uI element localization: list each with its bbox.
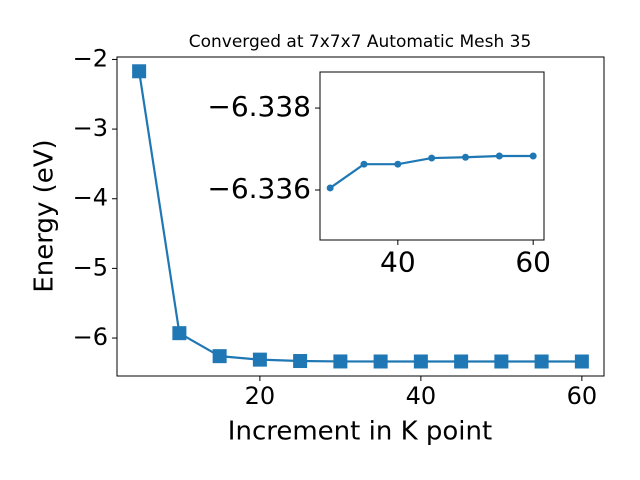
y-tick-label: −4 xyxy=(73,184,108,212)
marker xyxy=(172,326,187,341)
x-axis-label: Increment in K point xyxy=(228,417,492,447)
marker xyxy=(212,349,227,364)
marker xyxy=(360,160,368,168)
y-tick-label: −2 xyxy=(73,44,108,72)
marker xyxy=(534,354,549,369)
marker xyxy=(252,352,267,367)
marker xyxy=(462,153,469,161)
marker xyxy=(333,354,348,369)
y-tick-label: −6 xyxy=(73,323,108,351)
y-tick-label: −3 xyxy=(73,114,108,142)
marker xyxy=(413,354,428,369)
marker xyxy=(494,354,509,369)
marker xyxy=(495,152,503,160)
marker xyxy=(293,354,308,369)
y-axis-label: Energy (eV) xyxy=(30,139,60,292)
y-tick-label: −6.338 xyxy=(207,90,311,123)
marker xyxy=(529,152,537,160)
marker xyxy=(574,354,589,369)
marker xyxy=(373,354,388,369)
marker xyxy=(454,354,469,369)
y-tick-label: −5 xyxy=(73,253,108,281)
marker xyxy=(428,154,436,162)
x-tick-label: 60 xyxy=(515,245,551,278)
marker xyxy=(132,64,147,79)
x-tick-label: 20 xyxy=(245,382,276,410)
x-tick-label: 40 xyxy=(406,382,437,410)
y-tick-label: −6.336 xyxy=(207,172,311,205)
x-tick-label: 60 xyxy=(567,382,598,410)
x-tick-label: 40 xyxy=(380,245,416,278)
marker xyxy=(326,184,334,192)
marker xyxy=(394,160,402,168)
chart-title: Converged at 7x7x7 Automatic Mesh 35 xyxy=(189,32,532,52)
